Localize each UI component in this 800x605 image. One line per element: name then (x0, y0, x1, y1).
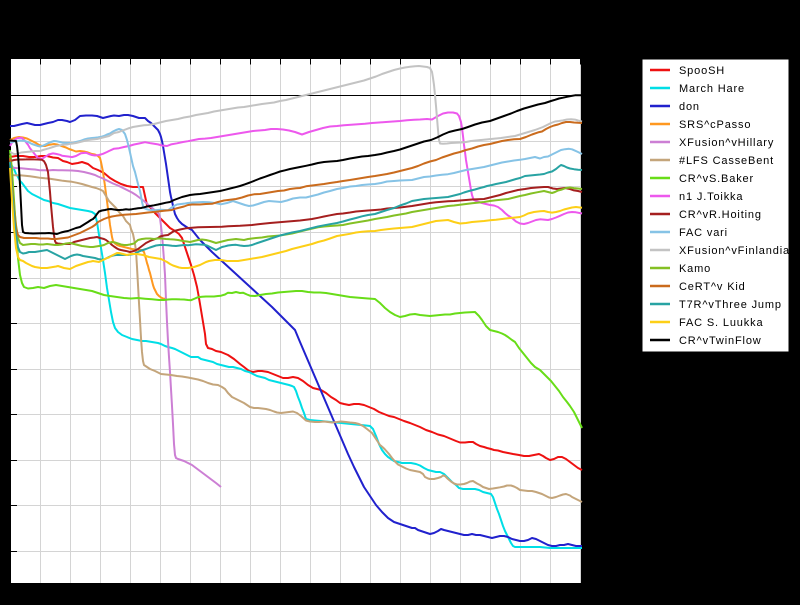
svg-text:CR^vTwinFlow: CR^vTwinFlow (679, 335, 762, 347)
svg-text:XFusion^vFinlandia: XFusion^vFinlandia (679, 245, 790, 257)
svg-text:SpooSH: SpooSH (679, 65, 725, 77)
svg-text:FAC vari: FAC vari (679, 227, 728, 239)
svg-text:CR^vS.Baker: CR^vS.Baker (679, 173, 754, 185)
svg-text:CeRT^v Kid: CeRT^v Kid (679, 281, 746, 293)
svg-text:Kamo: Kamo (679, 263, 711, 275)
svg-text:#LFS CasseBent: #LFS CasseBent (679, 155, 774, 167)
svg-text:T7R^vThree Jump: T7R^vThree Jump (679, 299, 782, 311)
svg-text:FAC S. Luukka: FAC S. Luukka (679, 317, 763, 329)
svg-text:March Hare: March Hare (679, 83, 745, 95)
svg-text:n1 J.Toikka: n1 J.Toikka (679, 191, 743, 203)
svg-text:SRS^cPasso: SRS^cPasso (679, 119, 751, 131)
svg-text:don: don (679, 101, 700, 113)
svg-text:XFusion^vHillary: XFusion^vHillary (679, 137, 774, 149)
svg-text:CR^vR.Hoiting: CR^vR.Hoiting (679, 209, 762, 221)
